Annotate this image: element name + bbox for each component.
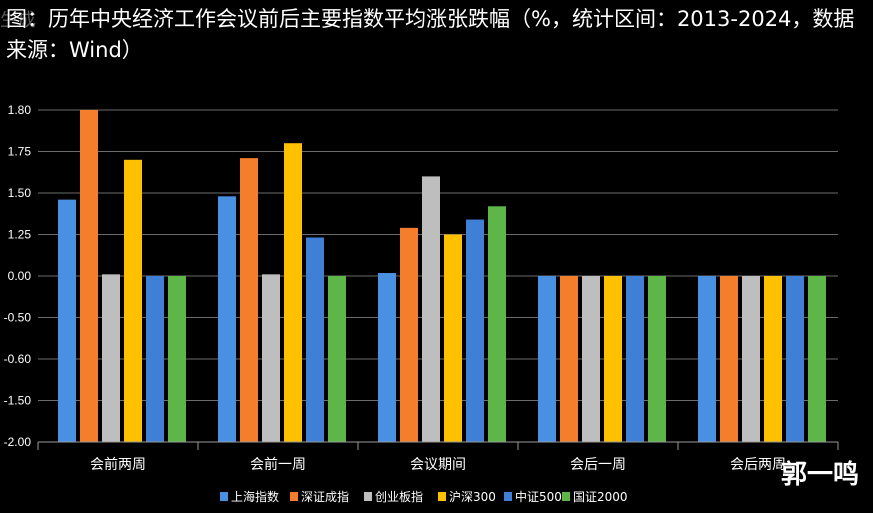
- legend-label: 创业板指: [375, 489, 423, 504]
- x-category-label: 会后一周: [570, 457, 626, 473]
- legend-label: 上海指数: [231, 489, 279, 504]
- legend-swatch: [562, 492, 570, 501]
- y-tick-label: -0.50: [4, 311, 32, 325]
- bar-上海指数: [58, 199, 76, 442]
- bar-国证2000: [808, 276, 826, 442]
- bar-深证成指: [80, 110, 98, 442]
- bar-创业板指: [422, 176, 440, 442]
- x-category-label: 会后两周: [730, 457, 786, 473]
- y-tick-label: -0.60: [4, 352, 32, 366]
- bar-创业板指: [742, 276, 760, 442]
- watermark-bottom: 郭一鸣: [780, 460, 859, 490]
- bar-深证成指: [400, 227, 418, 442]
- y-tick-label: 1.25: [8, 228, 32, 242]
- bar-沪深300: [124, 159, 142, 443]
- bar-中证500: [146, 276, 164, 442]
- bar-中证500: [786, 276, 804, 442]
- bar-沪深300: [604, 276, 622, 442]
- bar-国证2000: [328, 276, 346, 442]
- legend-swatch: [220, 492, 228, 501]
- bar-创业板指: [582, 276, 600, 442]
- legend-label: 中证500: [515, 489, 562, 504]
- bar-上海指数: [218, 196, 236, 442]
- y-tick-label: 1.50: [8, 186, 32, 200]
- bar-深证成指: [720, 276, 738, 442]
- bar-创业板指: [102, 274, 120, 442]
- bar-沪深300: [764, 276, 782, 442]
- legend-swatch: [364, 492, 372, 501]
- y-axis-ticks: 1.80 1.75 1.50 1.25 0.00 -0.50 -0.60 -1.50 -2.00: [4, 103, 32, 449]
- chart-title: 图：历年中央经济工作会议前后主要指数平均涨张跌幅（%，统计区间：2013-202…: [6, 7, 855, 62]
- bar-上海指数: [538, 276, 556, 442]
- x-category-label: 会前两周: [90, 456, 146, 473]
- bar-深证成指: [240, 158, 258, 442]
- bar-中证500: [306, 237, 324, 442]
- x-category-label: 会议期间: [410, 457, 466, 473]
- y-tick-label: -2.00: [4, 435, 32, 449]
- x-category-label: 会前一周: [250, 456, 306, 473]
- x-axis: 会前两周 会前一周 会议期间 会后一周 会后两周: [37, 441, 839, 473]
- legend-label: 深证成指: [301, 489, 349, 504]
- legend-swatch: [504, 492, 512, 501]
- bar-国证2000: [648, 276, 666, 442]
- bar-沪深300: [284, 143, 302, 442]
- legend-swatch: [438, 492, 446, 501]
- bar-深证成指: [560, 276, 578, 442]
- y-tick-label: 0.00: [8, 269, 32, 283]
- bar-沪深300: [444, 234, 462, 442]
- bar-上海指数: [378, 273, 396, 442]
- bars: [58, 110, 826, 443]
- y-tick-label: -1.50: [4, 394, 32, 408]
- bar-上海指数: [698, 276, 716, 442]
- bar-国证2000: [168, 276, 186, 442]
- bar-中证500: [626, 276, 644, 442]
- legend-label: 国证2000: [573, 490, 628, 504]
- legend: 上海指数 深证成指 创业板指 沪深300 中证500 国证2000: [220, 489, 628, 504]
- bar-创业板指: [262, 274, 280, 442]
- y-tick-label: 1.80: [8, 103, 32, 117]
- legend-label: 沪深300: [449, 490, 496, 504]
- legend-swatch: [290, 492, 298, 501]
- watermark-top: 生成: [0, 10, 36, 31]
- y-tick-label: 1.75: [8, 145, 32, 159]
- bar-国证2000: [488, 206, 506, 442]
- bar-中证500: [466, 219, 484, 442]
